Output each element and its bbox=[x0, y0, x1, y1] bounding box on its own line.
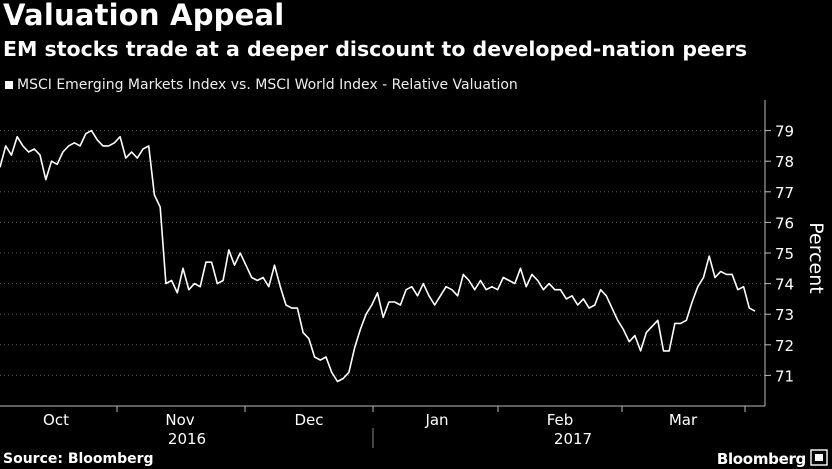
x-tick-label: Mar bbox=[669, 411, 698, 429]
x-tick-label: Jan bbox=[424, 411, 448, 429]
y-tick-label: 78 bbox=[775, 153, 794, 171]
chart-title: Valuation Appeal bbox=[3, 0, 285, 32]
y-tick-label: 74 bbox=[775, 276, 794, 294]
bloomberg-logo-icon bbox=[810, 449, 828, 466]
chart-legend: MSCI Emerging Markets Index vs. MSCI Wor… bbox=[5, 77, 518, 93]
legend-label: MSCI Emerging Markets Index vs. MSCI Wor… bbox=[17, 77, 518, 93]
x-tick-label: Dec bbox=[294, 411, 323, 429]
legend-swatch bbox=[5, 81, 13, 89]
series-line bbox=[0, 129, 756, 383]
x-year-label: 2016 bbox=[168, 430, 206, 448]
y-axis-title: Percent bbox=[805, 222, 827, 294]
y-tick-label: 72 bbox=[775, 337, 794, 355]
y-tick-label: 71 bbox=[775, 367, 794, 385]
chart-subtitle: EM stocks trade at a deeper discount to … bbox=[3, 37, 748, 61]
y-tick-label: 79 bbox=[775, 123, 794, 141]
x-year-label: 2017 bbox=[554, 430, 592, 448]
y-tick-label: 75 bbox=[775, 245, 794, 263]
y-tick-label: 77 bbox=[775, 184, 794, 202]
y-tick-label: 73 bbox=[775, 306, 794, 324]
x-tick-label: Feb bbox=[547, 411, 574, 429]
x-tick-label: Oct bbox=[43, 411, 69, 429]
y-tick-label: 76 bbox=[775, 214, 794, 232]
source-note: Source: Bloomberg bbox=[3, 451, 154, 467]
x-tick-label: Nov bbox=[165, 411, 194, 429]
brand-name: Bloomberg bbox=[716, 450, 806, 468]
